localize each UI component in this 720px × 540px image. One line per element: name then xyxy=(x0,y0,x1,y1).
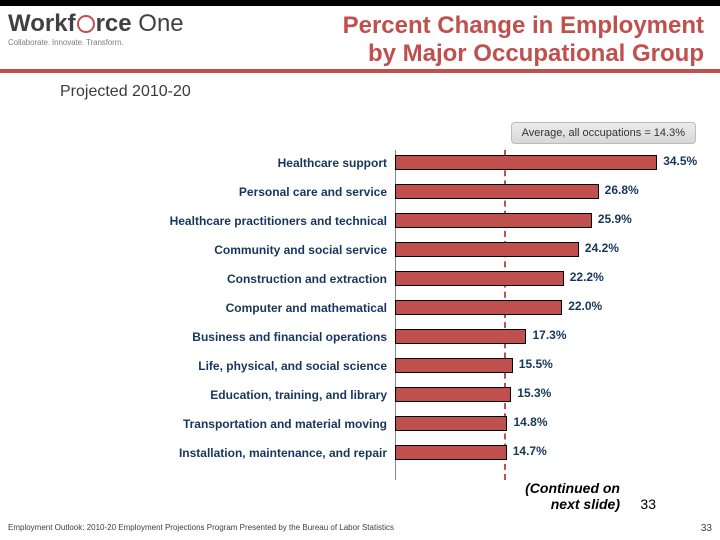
logo-tagline: Collaborate. Innovate. Transform. xyxy=(8,38,208,47)
footer-page-number: 33 xyxy=(701,523,712,534)
row-label: Business and financial operations xyxy=(0,330,395,344)
value-label: 34.5% xyxy=(663,154,697,168)
continued-line-1: (Continued on xyxy=(525,481,620,496)
footer: Employment Outlook: 2010-20 Employment P… xyxy=(8,523,712,534)
average-callout: Average, all occupations = 14.3% xyxy=(511,122,696,144)
row-label: Healthcare support xyxy=(0,156,395,170)
row-label: Community and social service xyxy=(0,243,395,257)
row-label: Personal care and service xyxy=(0,185,395,199)
bar-area: 24.2% xyxy=(395,242,720,258)
bar xyxy=(395,155,657,170)
value-label: 24.2% xyxy=(585,241,619,255)
bar-area: 26.8% xyxy=(395,184,720,200)
bar xyxy=(395,387,511,402)
bar xyxy=(395,242,579,257)
chart-row: Community and social service 24.2% xyxy=(0,237,720,263)
bar-area: 34.5% xyxy=(395,155,720,171)
logo-suffix: One xyxy=(138,10,183,37)
bar-area: 25.9% xyxy=(395,213,720,229)
bar-area: 15.5% xyxy=(395,358,720,374)
value-label: 22.2% xyxy=(570,270,604,284)
row-label: Life, physical, and social science xyxy=(0,359,395,373)
value-label: 14.8% xyxy=(513,415,547,429)
value-label: 26.8% xyxy=(605,183,639,197)
bar-area: 15.3% xyxy=(395,387,720,403)
chart-row: Business and financial operations 17.3% xyxy=(0,324,720,350)
bar xyxy=(395,416,507,431)
bar xyxy=(395,300,562,315)
logo-o-glyph xyxy=(76,12,96,36)
row-label: Transportation and material moving xyxy=(0,417,395,431)
title-line-2: by Major Occupational Group xyxy=(208,40,704,68)
value-label: 14.7% xyxy=(513,444,547,458)
logo-text-2: rce xyxy=(96,10,132,37)
row-label: Education, training, and library xyxy=(0,388,395,402)
value-label: 22.0% xyxy=(568,299,602,313)
bar-area: 22.2% xyxy=(395,271,720,287)
logo-wordmark: Workf rce One xyxy=(8,12,208,36)
row-label: Installation, maintenance, and repair xyxy=(0,446,395,460)
bar xyxy=(395,184,599,199)
chart-row: Personal care and service 26.8% xyxy=(0,179,720,205)
bar xyxy=(395,271,564,286)
page-number-inline: 33 xyxy=(640,496,656,512)
bar xyxy=(395,213,592,228)
value-label: 15.3% xyxy=(517,386,551,400)
bar-area: 14.8% xyxy=(395,416,720,432)
chart-row: Healthcare practitioners and technical 25… xyxy=(0,208,720,234)
logo: Workf rce One Collaborate. Innovate. Tran… xyxy=(8,12,208,47)
footer-source: Employment Outlook: 2010-20 Employment P… xyxy=(8,523,394,534)
row-label: Computer and mathematical xyxy=(0,301,395,315)
bar-area: 22.0% xyxy=(395,300,720,316)
value-label: 17.3% xyxy=(532,328,566,342)
bar xyxy=(395,358,513,373)
header: Workf rce One Collaborate. Innovate. Tran… xyxy=(0,6,720,73)
row-label: Construction and extraction xyxy=(0,272,395,286)
logo-text-1: Workf xyxy=(8,10,76,37)
chart-row: Construction and extraction 22.2% xyxy=(0,266,720,292)
bar xyxy=(395,445,507,460)
title-line-1: Percent Change in Employment xyxy=(208,12,704,40)
chart-row: Education, training, and library 15.3% xyxy=(0,382,720,408)
value-label: 25.9% xyxy=(598,212,632,226)
chart-row: Installation, maintenance, and repair 14.… xyxy=(0,440,720,466)
bar-area: 14.7% xyxy=(395,445,720,461)
value-label: 15.5% xyxy=(519,357,553,371)
row-label: Healthcare practitioners and technical xyxy=(0,214,395,228)
continued-line-2: next slide) xyxy=(525,497,620,512)
chart-row: Life, physical, and social science 15.5% xyxy=(0,353,720,379)
bar xyxy=(395,329,526,344)
subheader: Projected 2010-20 xyxy=(0,73,720,105)
bar-area: 17.3% xyxy=(395,329,720,345)
bar-chart: Healthcare support 34.5% Personal care and… xyxy=(0,150,720,480)
chart-row: Transportation and material moving 14.8% xyxy=(0,411,720,437)
slide-title: Percent Change in Employment by Major Oc… xyxy=(208,12,704,67)
chart-row: Healthcare support 34.5% xyxy=(0,150,720,176)
projected-label: Projected 2010-20 xyxy=(60,83,191,101)
continued-note: (Continued on next slide) xyxy=(525,481,620,512)
chart-row: Computer and mathematical 22.0% xyxy=(0,295,720,321)
